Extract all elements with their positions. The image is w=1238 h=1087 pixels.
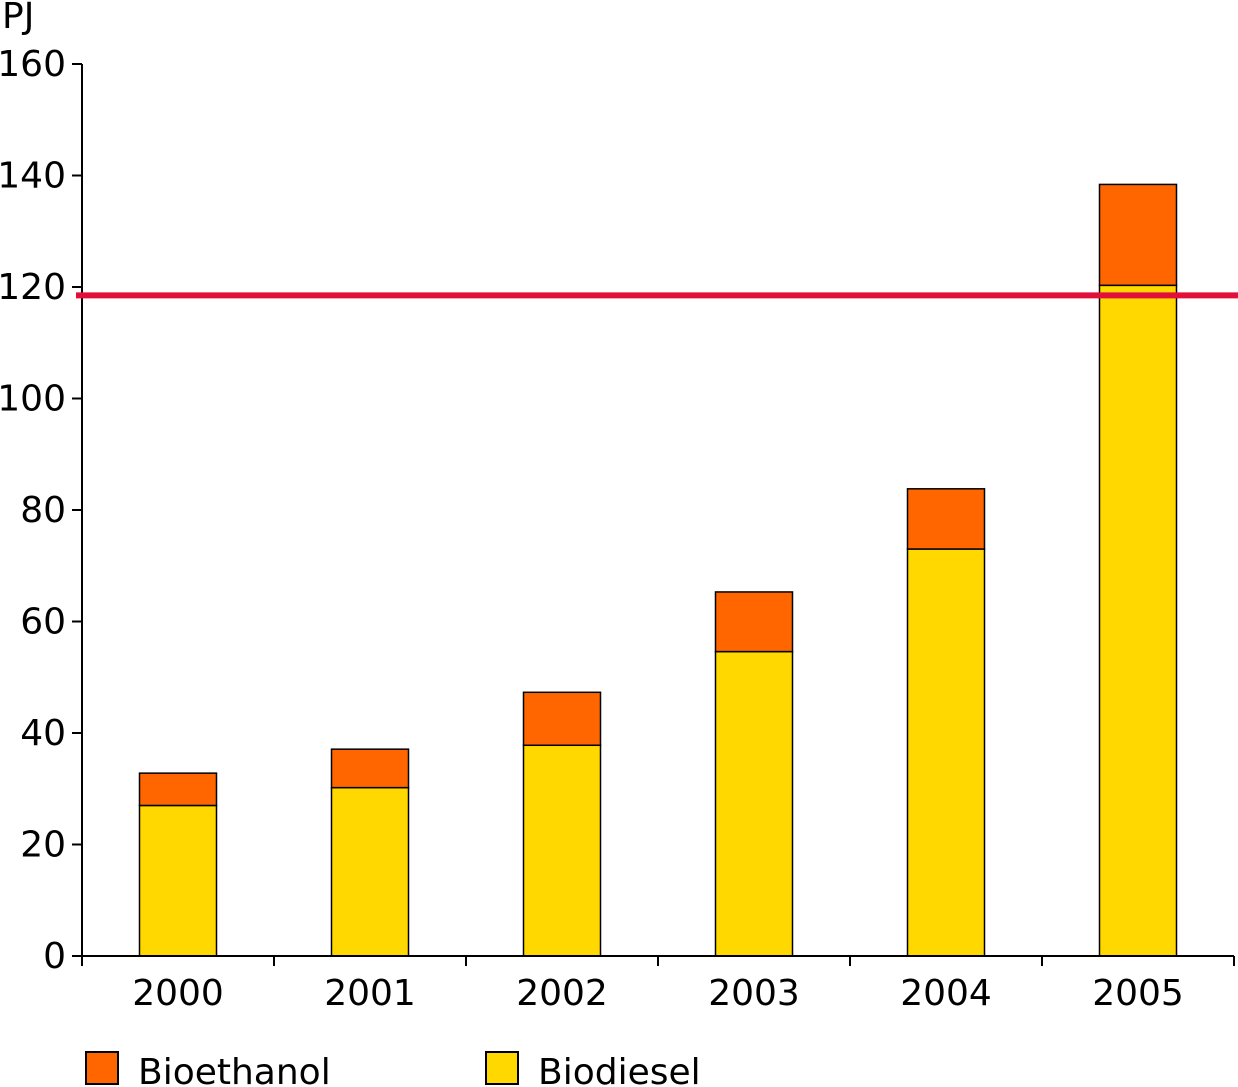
bar-biodiesel-2003 [714,650,794,957]
y-tick-label-140: 140 [0,156,66,197]
x-tick-label-2001: 2001 [324,973,416,1014]
x-tick-label-2000: 2000 [132,973,224,1014]
y-tick-label-100: 100 [0,379,66,420]
y-tick-label-60: 60 [20,602,66,643]
y-tick-label-40: 40 [20,713,66,754]
legend-label-biodiesel: Biodiesel [538,1052,701,1087]
bar-bioethanol-2003 [714,591,794,653]
x-tick-label-2005: 2005 [1092,973,1184,1014]
legend-swatch-biodiesel [485,1051,519,1085]
bar-biodiesel-2004 [906,548,986,957]
legend: Bioethanol Biodiesel [85,1051,701,1087]
y-tick-label-80: 80 [20,490,66,531]
y-axis-unit-label: PJ [2,0,34,37]
x-tick-label-2004: 2004 [900,973,992,1014]
bar-biodiesel-2001 [330,786,410,957]
y-ticks: 0 20 40 60 80 100 120 140 160 [0,44,82,977]
y-tick-label-20: 20 [20,825,66,866]
y-tick-label-0: 0 [43,936,66,977]
y-tick-label-160: 160 [0,44,66,85]
bar-biodiesel-2005 [1098,284,1178,957]
legend-swatch-bioethanol [85,1051,119,1085]
bar-bioethanol-2005 [1098,183,1178,287]
axes-layer [81,64,1234,957]
bar-bioethanol-2002 [522,691,602,747]
x-tick-label-2003: 2003 [708,973,800,1014]
bar-biodiesel-2000 [138,804,218,957]
x-ticks: 2000 2001 2002 2003 2004 2005 [81,956,1235,1014]
bar-bioethanol-2001 [330,748,410,789]
bars-layer [138,183,1178,957]
bar-bioethanol-2000 [138,772,218,807]
bar-bioethanol-2004 [906,488,986,550]
y-tick-label-120: 120 [0,267,66,308]
bar-biodiesel-2002 [522,744,602,957]
legend-label-bioethanol: Bioethanol [138,1052,331,1087]
x-tick-label-2002: 2002 [516,973,608,1014]
